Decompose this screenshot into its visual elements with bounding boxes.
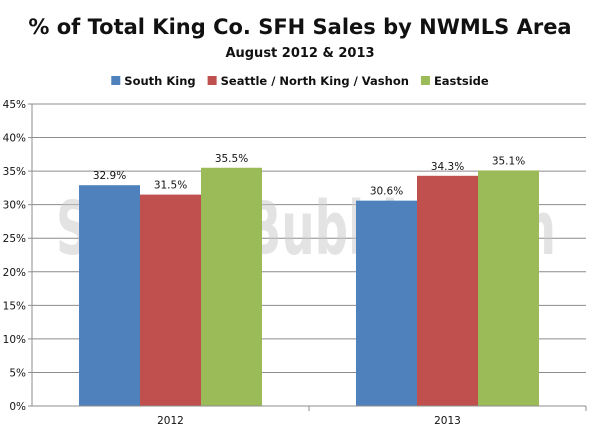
bar-seattle-north-king-vashon-2012	[140, 194, 201, 406]
data-label-seattle-north-king-vashon-2013: 34.3%	[431, 161, 464, 173]
data-label-eastside-2013: 35.1%	[492, 155, 525, 167]
data-label-south-king-2013: 30.6%	[370, 186, 403, 198]
data-label-south-king-2012: 32.9%	[93, 170, 126, 182]
legend-item-eastside: Eastside	[420, 74, 489, 88]
legend-label: Eastside	[434, 74, 489, 88]
y-tick-label: 0%	[9, 401, 26, 413]
bar-south-king-2013	[356, 200, 417, 406]
y-tick-label: 10%	[3, 334, 26, 346]
data-labels: 32.9% 31.5% 35.5% 30.6% 34.3% 35.1%	[93, 153, 525, 198]
bar-eastside-2013	[478, 170, 539, 406]
legend-item-south-king: South King	[111, 74, 196, 88]
bar-eastside-2012	[201, 167, 262, 406]
legend-label: South King	[124, 74, 195, 88]
y-tick-label: 15%	[3, 300, 26, 312]
x-tick-label-2013: 2013	[434, 415, 461, 427]
y-tick-label: 40%	[3, 133, 26, 145]
y-tick-label: 20%	[3, 267, 26, 279]
y-tick-label: 5%	[9, 367, 26, 379]
bar-seattle-north-king-vashon-2013	[417, 175, 478, 406]
legend-swatch	[207, 76, 217, 85]
data-label-eastside-2012: 35.5%	[215, 153, 248, 165]
data-label-seattle-north-king-vashon-2012: 31.5%	[154, 180, 187, 192]
y-tick-label: 35%	[3, 166, 26, 178]
chart-subtitle: August 2012 & 2013	[225, 46, 374, 61]
legend-item-seattle-north-king-vashon: Seattle / North King / Vashon	[207, 74, 409, 88]
y-tick-label: 45%	[3, 99, 26, 111]
axes: 0% 5% 10% 15% 20% 25% 30% 35% 40% 45% 2012 2013	[3, 99, 587, 427]
legend: South King Seattle / North King / Vashon E…	[111, 74, 489, 88]
legend-label: Seattle / North King / Vashon	[221, 74, 409, 88]
bars	[79, 167, 539, 406]
y-tick-label: 25%	[3, 233, 26, 245]
chart-title: % of Total King Co. SFH Sales by NWMLS A…	[28, 15, 571, 39]
bar-south-king-2012	[79, 185, 140, 406]
y-tick-label: 30%	[3, 200, 26, 212]
x-tick-label-2012: 2012	[157, 415, 184, 427]
legend-swatch	[111, 76, 121, 85]
legend-swatch	[420, 76, 430, 85]
